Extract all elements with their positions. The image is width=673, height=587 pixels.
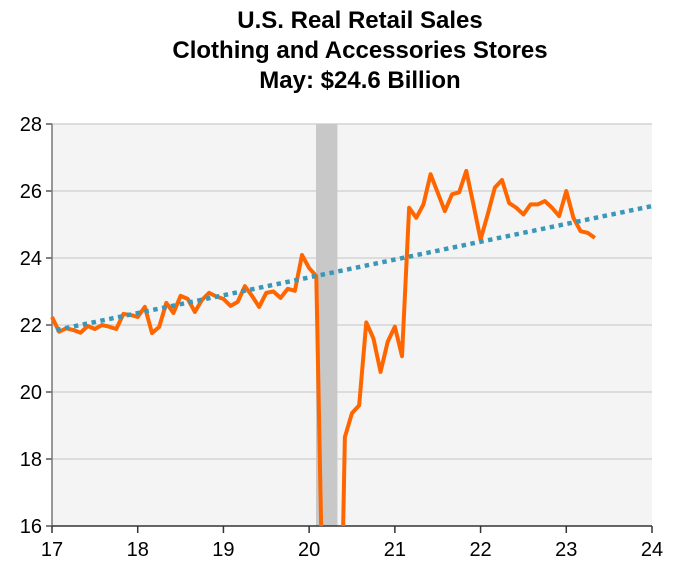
x-tick-label: 17 bbox=[41, 539, 63, 561]
y-tick-label: 16 bbox=[20, 516, 42, 538]
x-tick-label: 18 bbox=[127, 539, 149, 561]
x-tick-label: 22 bbox=[469, 539, 491, 561]
x-tick-label: 23 bbox=[555, 539, 577, 561]
chart-title-line-1: U.S. Real Retail Sales bbox=[237, 7, 483, 34]
x-tick-label: 21 bbox=[384, 539, 406, 561]
chart-title-line-2: Clothing and Accessories Stores bbox=[172, 37, 548, 64]
chart-title: U.S. Real Retail Sales Clothing and Acce… bbox=[40, 6, 673, 96]
x-tick-label: 20 bbox=[298, 539, 320, 561]
x-tick-label: 19 bbox=[212, 539, 234, 561]
recession-shading bbox=[316, 124, 338, 526]
y-tick-label: 28 bbox=[20, 114, 42, 136]
y-tick-label: 24 bbox=[20, 248, 42, 270]
y-tick-label: 26 bbox=[20, 181, 42, 203]
chart-title-line-3: May: $24.6 Billion bbox=[259, 67, 461, 94]
y-tick-label: 18 bbox=[20, 449, 42, 471]
y-tick-label: 20 bbox=[20, 382, 42, 404]
x-tick-label: 24 bbox=[641, 539, 663, 561]
trend-line bbox=[55, 203, 653, 333]
y-tick-label: 22 bbox=[20, 315, 42, 337]
